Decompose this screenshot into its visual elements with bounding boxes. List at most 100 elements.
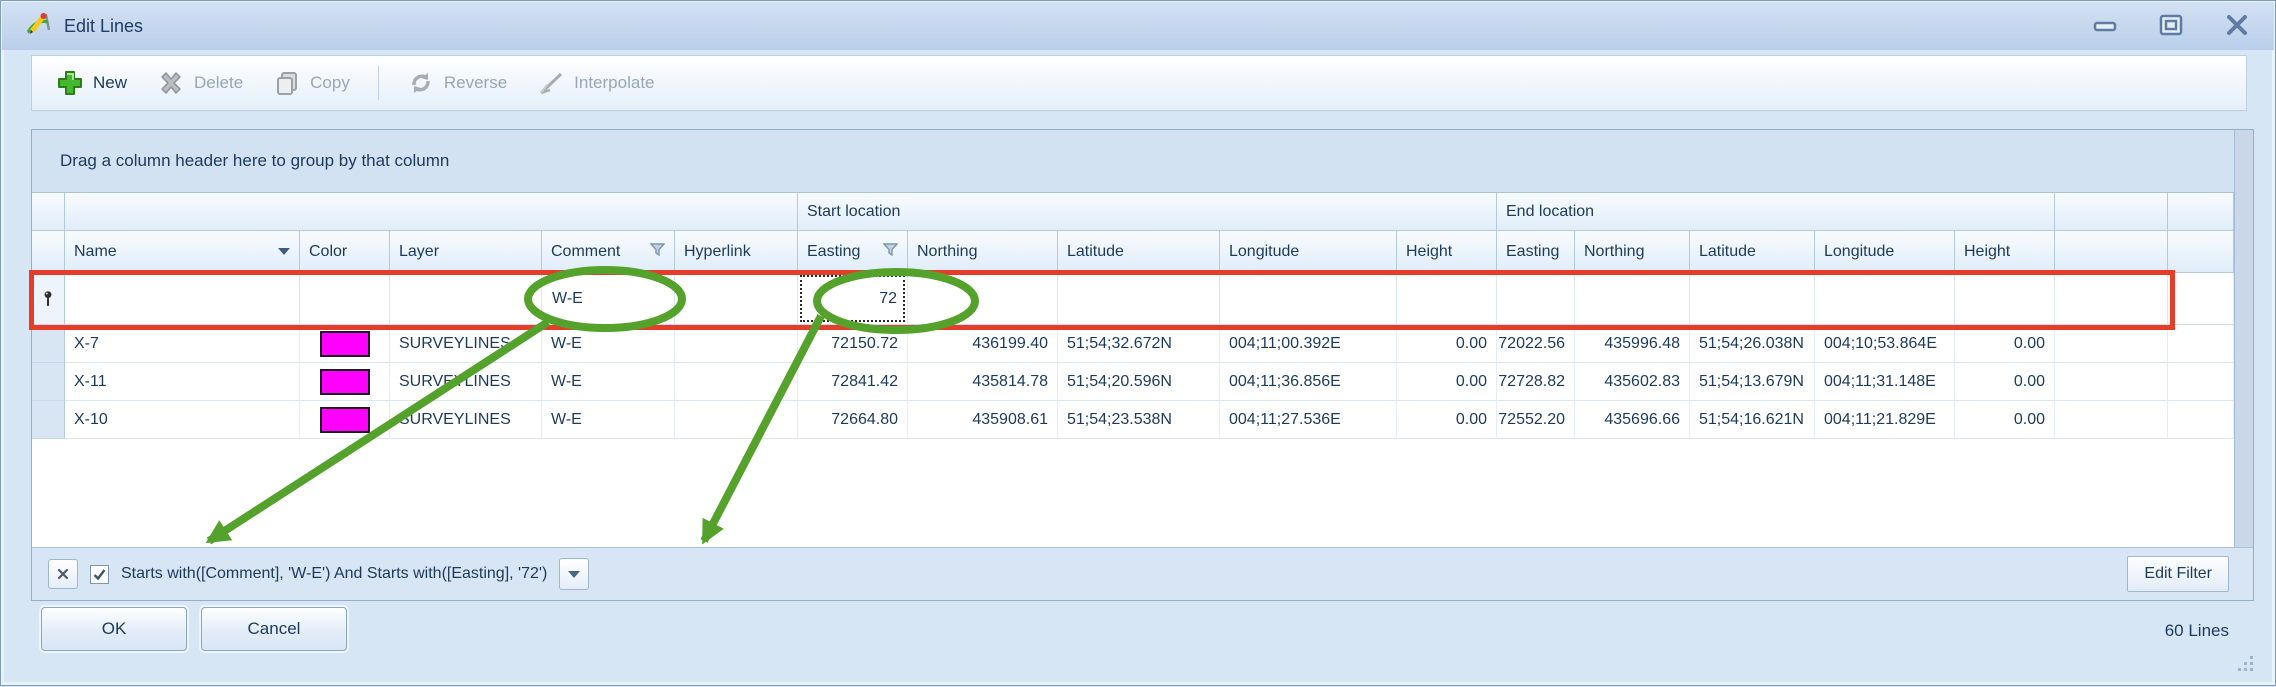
column-filter-icon[interactable]	[882, 242, 899, 261]
filter-cell-comment[interactable]: W-E	[542, 273, 675, 325]
cell-e_northing[interactable]: 435602.83	[1575, 363, 1690, 401]
cell-e_latitude[interactable]: 51;54;26.038N	[1690, 325, 1815, 363]
column-header-e_latitude[interactable]: Latitude	[1690, 231, 1815, 273]
cell-s_easting[interactable]: 72150.72	[798, 325, 908, 363]
cell-comment[interactable]: W-E	[542, 325, 675, 363]
cell-layer[interactable]: SURVEYLINES	[390, 325, 542, 363]
cell-s_latitude[interactable]: 51;54;23.538N	[1058, 401, 1220, 439]
edit-filter-button[interactable]: Edit Filter	[2127, 556, 2229, 592]
cancel-button[interactable]: Cancel	[201, 607, 347, 651]
filter-cell-e_latitude[interactable]	[1690, 273, 1815, 325]
band-end-location[interactable]: End location	[1497, 193, 2055, 231]
filter-cell-s_height[interactable]	[1397, 273, 1497, 325]
filter-dropdown-button[interactable]	[559, 558, 590, 590]
filter-cell-name[interactable]	[65, 273, 300, 325]
band-start-location[interactable]: Start location	[798, 193, 1497, 231]
cell-s_latitude[interactable]: 51;54;32.672N	[1058, 325, 1220, 363]
row-indicator-cell[interactable]	[32, 401, 65, 439]
cell-e_easting[interactable]: 72022.56	[1497, 325, 1575, 363]
cell-hyperlink[interactable]	[675, 363, 798, 401]
cell-hyperlink[interactable]	[675, 401, 798, 439]
filter-cell-s_easting[interactable]: 72	[798, 273, 908, 325]
column-header-e_easting[interactable]: Easting	[1497, 231, 1575, 273]
filter-cell-color[interactable]	[300, 273, 390, 325]
group-by-panel[interactable]: Drag a column header here to group by th…	[32, 130, 2234, 193]
cell-s_longitude[interactable]: 004;11;00.392E	[1220, 325, 1397, 363]
color-swatch	[319, 368, 370, 395]
toolbar-new-button[interactable]: New	[46, 65, 137, 101]
cell-s_easting[interactable]: 72841.42	[798, 363, 908, 401]
filter-cell-s_longitude[interactable]	[1220, 273, 1397, 325]
maximize-button[interactable]	[2157, 13, 2185, 37]
cell-layer[interactable]: SURVEYLINES	[390, 363, 542, 401]
cell-e_easting[interactable]: 72552.20	[1497, 401, 1575, 439]
cell-e_northing[interactable]: 435696.66	[1575, 401, 1690, 439]
filter-cell-e_northing[interactable]	[1575, 273, 1690, 325]
cell-layer[interactable]: SURVEYLINES	[390, 401, 542, 439]
cell-s_northing[interactable]: 436199.40	[908, 325, 1058, 363]
cell-s_longitude[interactable]: 004;11;36.856E	[1220, 363, 1397, 401]
cell-s_height[interactable]: 0.00	[1397, 325, 1497, 363]
cell-s_longitude[interactable]: 004;11;27.536E	[1220, 401, 1397, 439]
cell-s_northing[interactable]: 435908.61	[908, 401, 1058, 439]
filter-cell-s_northing[interactable]	[908, 273, 1058, 325]
cell-e_longitude[interactable]: 004;11;31.148E	[1815, 363, 1955, 401]
cell-e_height[interactable]: 0.00	[1955, 325, 2055, 363]
column-header-e_longitude[interactable]: Longitude	[1815, 231, 1955, 273]
column-header-name[interactable]: Name	[65, 231, 300, 273]
cell-filler	[2168, 401, 2234, 439]
filter-cell-e_longitude[interactable]	[1815, 273, 1955, 325]
cell-s_height[interactable]: 0.00	[1397, 363, 1497, 401]
filter-enabled-checkbox[interactable]	[90, 564, 109, 584]
column-header-color[interactable]: Color	[300, 231, 390, 273]
column-header-s_height[interactable]: Height	[1397, 231, 1497, 273]
cell-e_longitude[interactable]: 004;10;53.864E	[1815, 325, 1955, 363]
cell-color[interactable]	[300, 325, 390, 363]
cell-e_height[interactable]: 0.00	[1955, 363, 2055, 401]
column-header-layer[interactable]: Layer	[390, 231, 542, 273]
cell-e_northing[interactable]: 435996.48	[1575, 325, 1690, 363]
ok-button[interactable]: OK	[41, 607, 187, 651]
minimize-button[interactable]	[2091, 13, 2119, 37]
filter-cell-layer[interactable]	[390, 273, 542, 325]
column-header-s_northing[interactable]: Northing	[908, 231, 1058, 273]
cell-s_height[interactable]: 0.00	[1397, 401, 1497, 439]
cell-e_latitude[interactable]: 51;54;16.621N	[1690, 401, 1815, 439]
column-header-comment[interactable]: Comment	[542, 231, 675, 273]
color-swatch	[319, 330, 370, 357]
cell-color[interactable]	[300, 363, 390, 401]
cell-comment[interactable]: W-E	[542, 363, 675, 401]
column-header-s_latitude[interactable]: Latitude	[1058, 231, 1220, 273]
cell-e_longitude[interactable]: 004;11;21.829E	[1815, 401, 1955, 439]
column-header-e_height[interactable]: Height	[1955, 231, 2055, 273]
resize-grip[interactable]	[2237, 655, 2253, 671]
column-header-hyperlink[interactable]: Hyperlink	[675, 231, 798, 273]
cell-s_northing[interactable]: 435814.78	[908, 363, 1058, 401]
filter-cell-s_latitude[interactable]	[1058, 273, 1220, 325]
filter-expression-text[interactable]: Starts with([Comment], 'W-E') And Starts…	[121, 565, 548, 582]
cell-name[interactable]: X-11	[65, 363, 300, 401]
cell-s_latitude[interactable]: 51;54;20.596N	[1058, 363, 1220, 401]
close-button[interactable]	[2223, 13, 2251, 37]
cell-name[interactable]: X-7	[65, 325, 300, 363]
cell-e_latitude[interactable]: 51;54;13.679N	[1690, 363, 1815, 401]
cell-e_height[interactable]: 0.00	[1955, 401, 2055, 439]
row-indicator-cell[interactable]	[32, 363, 65, 401]
row-indicator-cell[interactable]	[32, 325, 65, 363]
column-header-s_easting[interactable]: Easting	[798, 231, 908, 273]
column-header-e_northing[interactable]: Northing	[1575, 231, 1690, 273]
vertical-scrollbar[interactable]	[2234, 130, 2253, 548]
cell-color[interactable]	[300, 401, 390, 439]
filter-cell-hyperlink[interactable]	[675, 273, 798, 325]
filter-close-button[interactable]	[48, 559, 78, 589]
cell-e_easting[interactable]: 72728.82	[1497, 363, 1575, 401]
cell-comment[interactable]: W-E	[542, 401, 675, 439]
cell-name[interactable]: X-10	[65, 401, 300, 439]
column-header-s_longitude[interactable]: Longitude	[1220, 231, 1397, 273]
filter-cell-e_height[interactable]	[1955, 273, 2055, 325]
cell-s_easting[interactable]: 72664.80	[798, 401, 908, 439]
cell-hyperlink[interactable]	[675, 325, 798, 363]
toolbar-delete-button: Delete	[147, 65, 253, 101]
filter-cell-e_easting[interactable]	[1497, 273, 1575, 325]
column-filter-icon[interactable]	[649, 242, 666, 261]
